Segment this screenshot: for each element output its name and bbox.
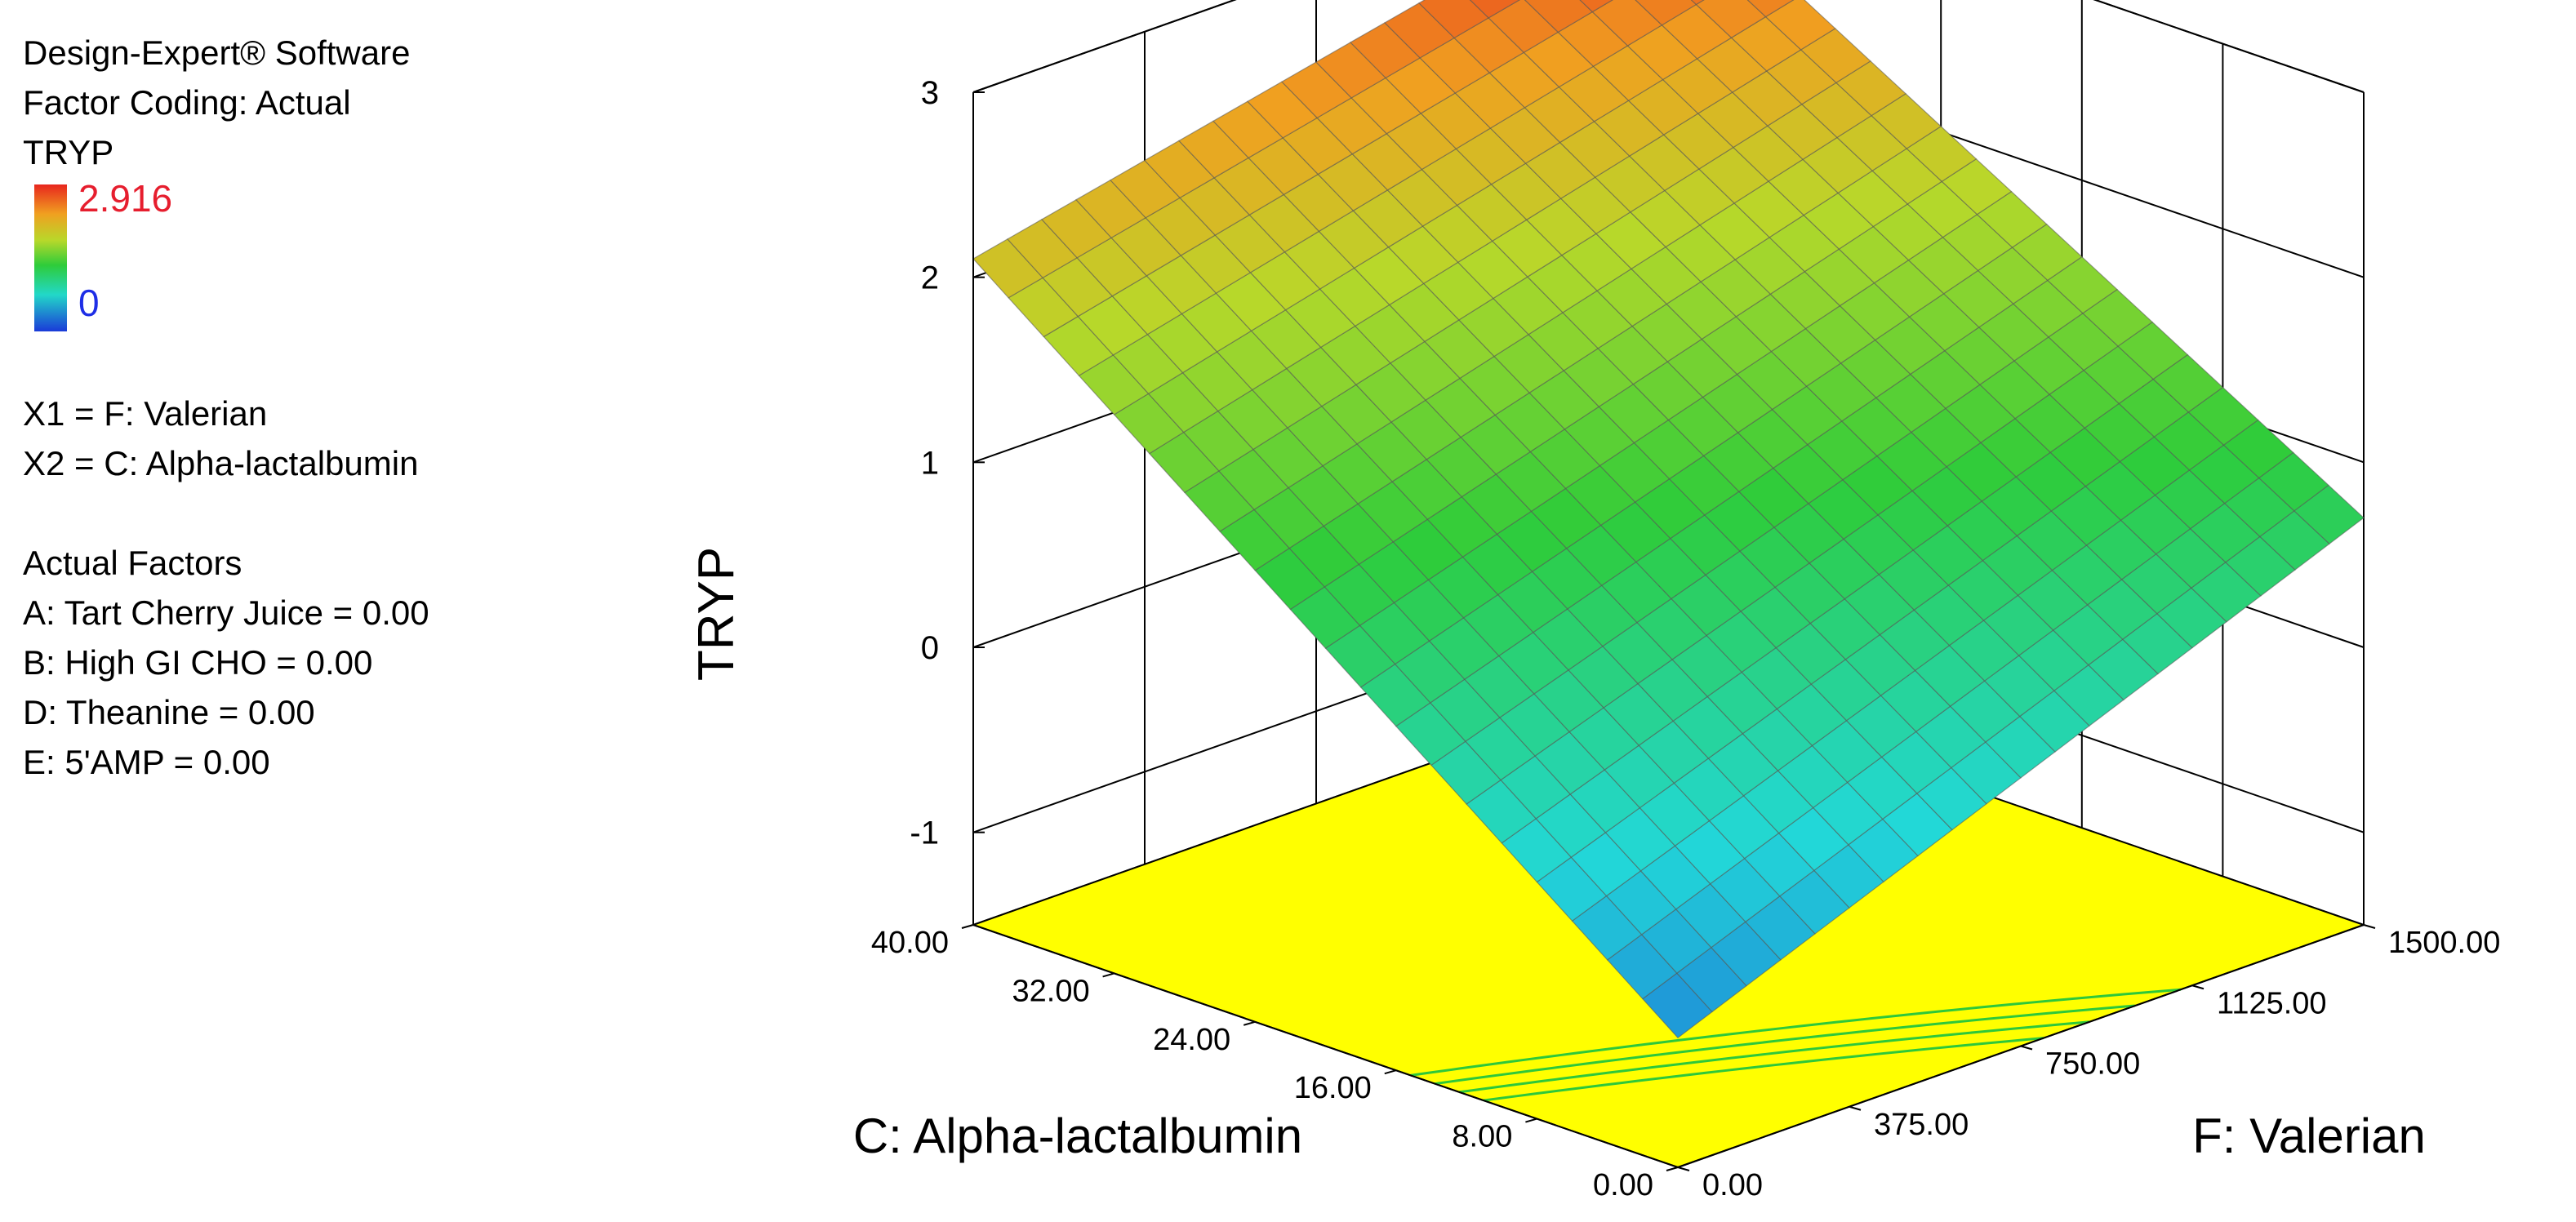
plot-axes: -1 0 1 2 3 0.00 375.00 750.00 1125.00 1500.00 0.00…	[688, 75, 2500, 1202]
surface-cell	[1591, 0, 1663, 47]
contour-line	[1458, 1020, 2090, 1094]
y-tick-label: 8.00	[1452, 1120, 1512, 1154]
y-axis-title: C: Alpha-lactalbumin	[853, 1109, 1302, 1163]
x-tick-mark	[1677, 1166, 1690, 1171]
x-tick-mark	[1849, 1105, 1862, 1111]
info-panel: Design-Expert® Software Factor Coding: A…	[23, 28, 410, 177]
z-axis-title: TRYP	[688, 547, 745, 681]
x-axis-title: F: Valerian	[2192, 1109, 2426, 1163]
x-tick-label: 1125.00	[2217, 986, 2327, 1020]
actual-factor-d: D: Theanine = 0.00	[23, 693, 315, 731]
z-tick-label: 3	[921, 75, 939, 111]
y-tick-label: 32.00	[1012, 974, 1090, 1008]
response-surface	[972, 0, 2365, 1039]
z-tick-label: 1	[921, 445, 939, 481]
z-tick-label: -1	[910, 815, 939, 851]
surface-cell	[1524, 0, 1594, 33]
y-tick-label: 16.00	[1294, 1071, 1372, 1105]
x1-definition: X1 = F: Valerian	[23, 394, 268, 433]
x2-definition: X2 = C: Alpha-lactalbumin	[23, 444, 419, 482]
contour-line	[1435, 1004, 2136, 1086]
factor-coding-label: Factor Coding: Actual	[23, 83, 351, 122]
y-tick-mark	[1525, 1118, 1537, 1123]
x-tick-label: 1500.00	[2388, 926, 2500, 960]
surface-cell	[1579, 0, 1613, 13]
actual-factor-e: E: 5'AMP = 0.00	[23, 743, 270, 781]
y-tick-label: 40.00	[871, 926, 949, 960]
side-wall-grid-line	[2093, 0, 2365, 93]
surface-cell	[1488, 0, 1559, 53]
y-tick-label: 24.00	[1153, 1023, 1230, 1057]
surface-cell	[1764, 0, 1836, 51]
y-tick-mark	[1102, 972, 1114, 978]
back-wall-grid-line	[972, 0, 1237, 93]
surface-cell	[1690, 0, 1705, 6]
x-tick-mark	[2020, 1045, 2033, 1051]
contour-line	[1410, 988, 2182, 1077]
color-legend-min: 0	[78, 282, 100, 324]
actual-factors-header: Actual Factors	[23, 544, 242, 582]
y-tick-mark	[1243, 1020, 1256, 1026]
color-legend-max: 2.916	[78, 177, 173, 220]
surface-cell	[1695, 0, 1767, 38]
x-tick-label: 0.00	[1702, 1168, 1763, 1202]
surface-cell	[1469, 0, 1520, 19]
y-tick-mark	[1666, 1166, 1679, 1171]
y-tick-mark	[1384, 1069, 1397, 1075]
y-axis-line	[972, 924, 1679, 1168]
z-tick-label: 2	[921, 260, 939, 296]
y-tick-label: 0.00	[1593, 1168, 1653, 1202]
y-tick-mark	[961, 924, 974, 929]
x-tick-label: 375.00	[1874, 1108, 1969, 1142]
response-label: TRYP	[23, 133, 114, 171]
x-tick-mark	[2191, 984, 2205, 990]
surface-cell	[1418, 0, 1490, 39]
surface-cell	[1635, 0, 1697, 26]
surface-cell	[1746, 0, 1795, 18]
color-legend-bar	[34, 184, 67, 331]
actual-factor-a: A: Tart Cherry Juice = 0.00	[23, 593, 429, 632]
contour-line	[1483, 1037, 2044, 1102]
factors-panel: X1 = F: Valerian X2 = C: Alpha-lactalbum…	[23, 389, 429, 787]
z-tick-label: 0	[921, 630, 939, 666]
x-tick-label: 750.00	[2045, 1047, 2140, 1082]
actual-factor-b: B: High GI CHO = 0.00	[23, 643, 373, 682]
x-tick-mark	[2363, 924, 2376, 929]
software-label: Design-Expert® Software	[23, 33, 411, 72]
